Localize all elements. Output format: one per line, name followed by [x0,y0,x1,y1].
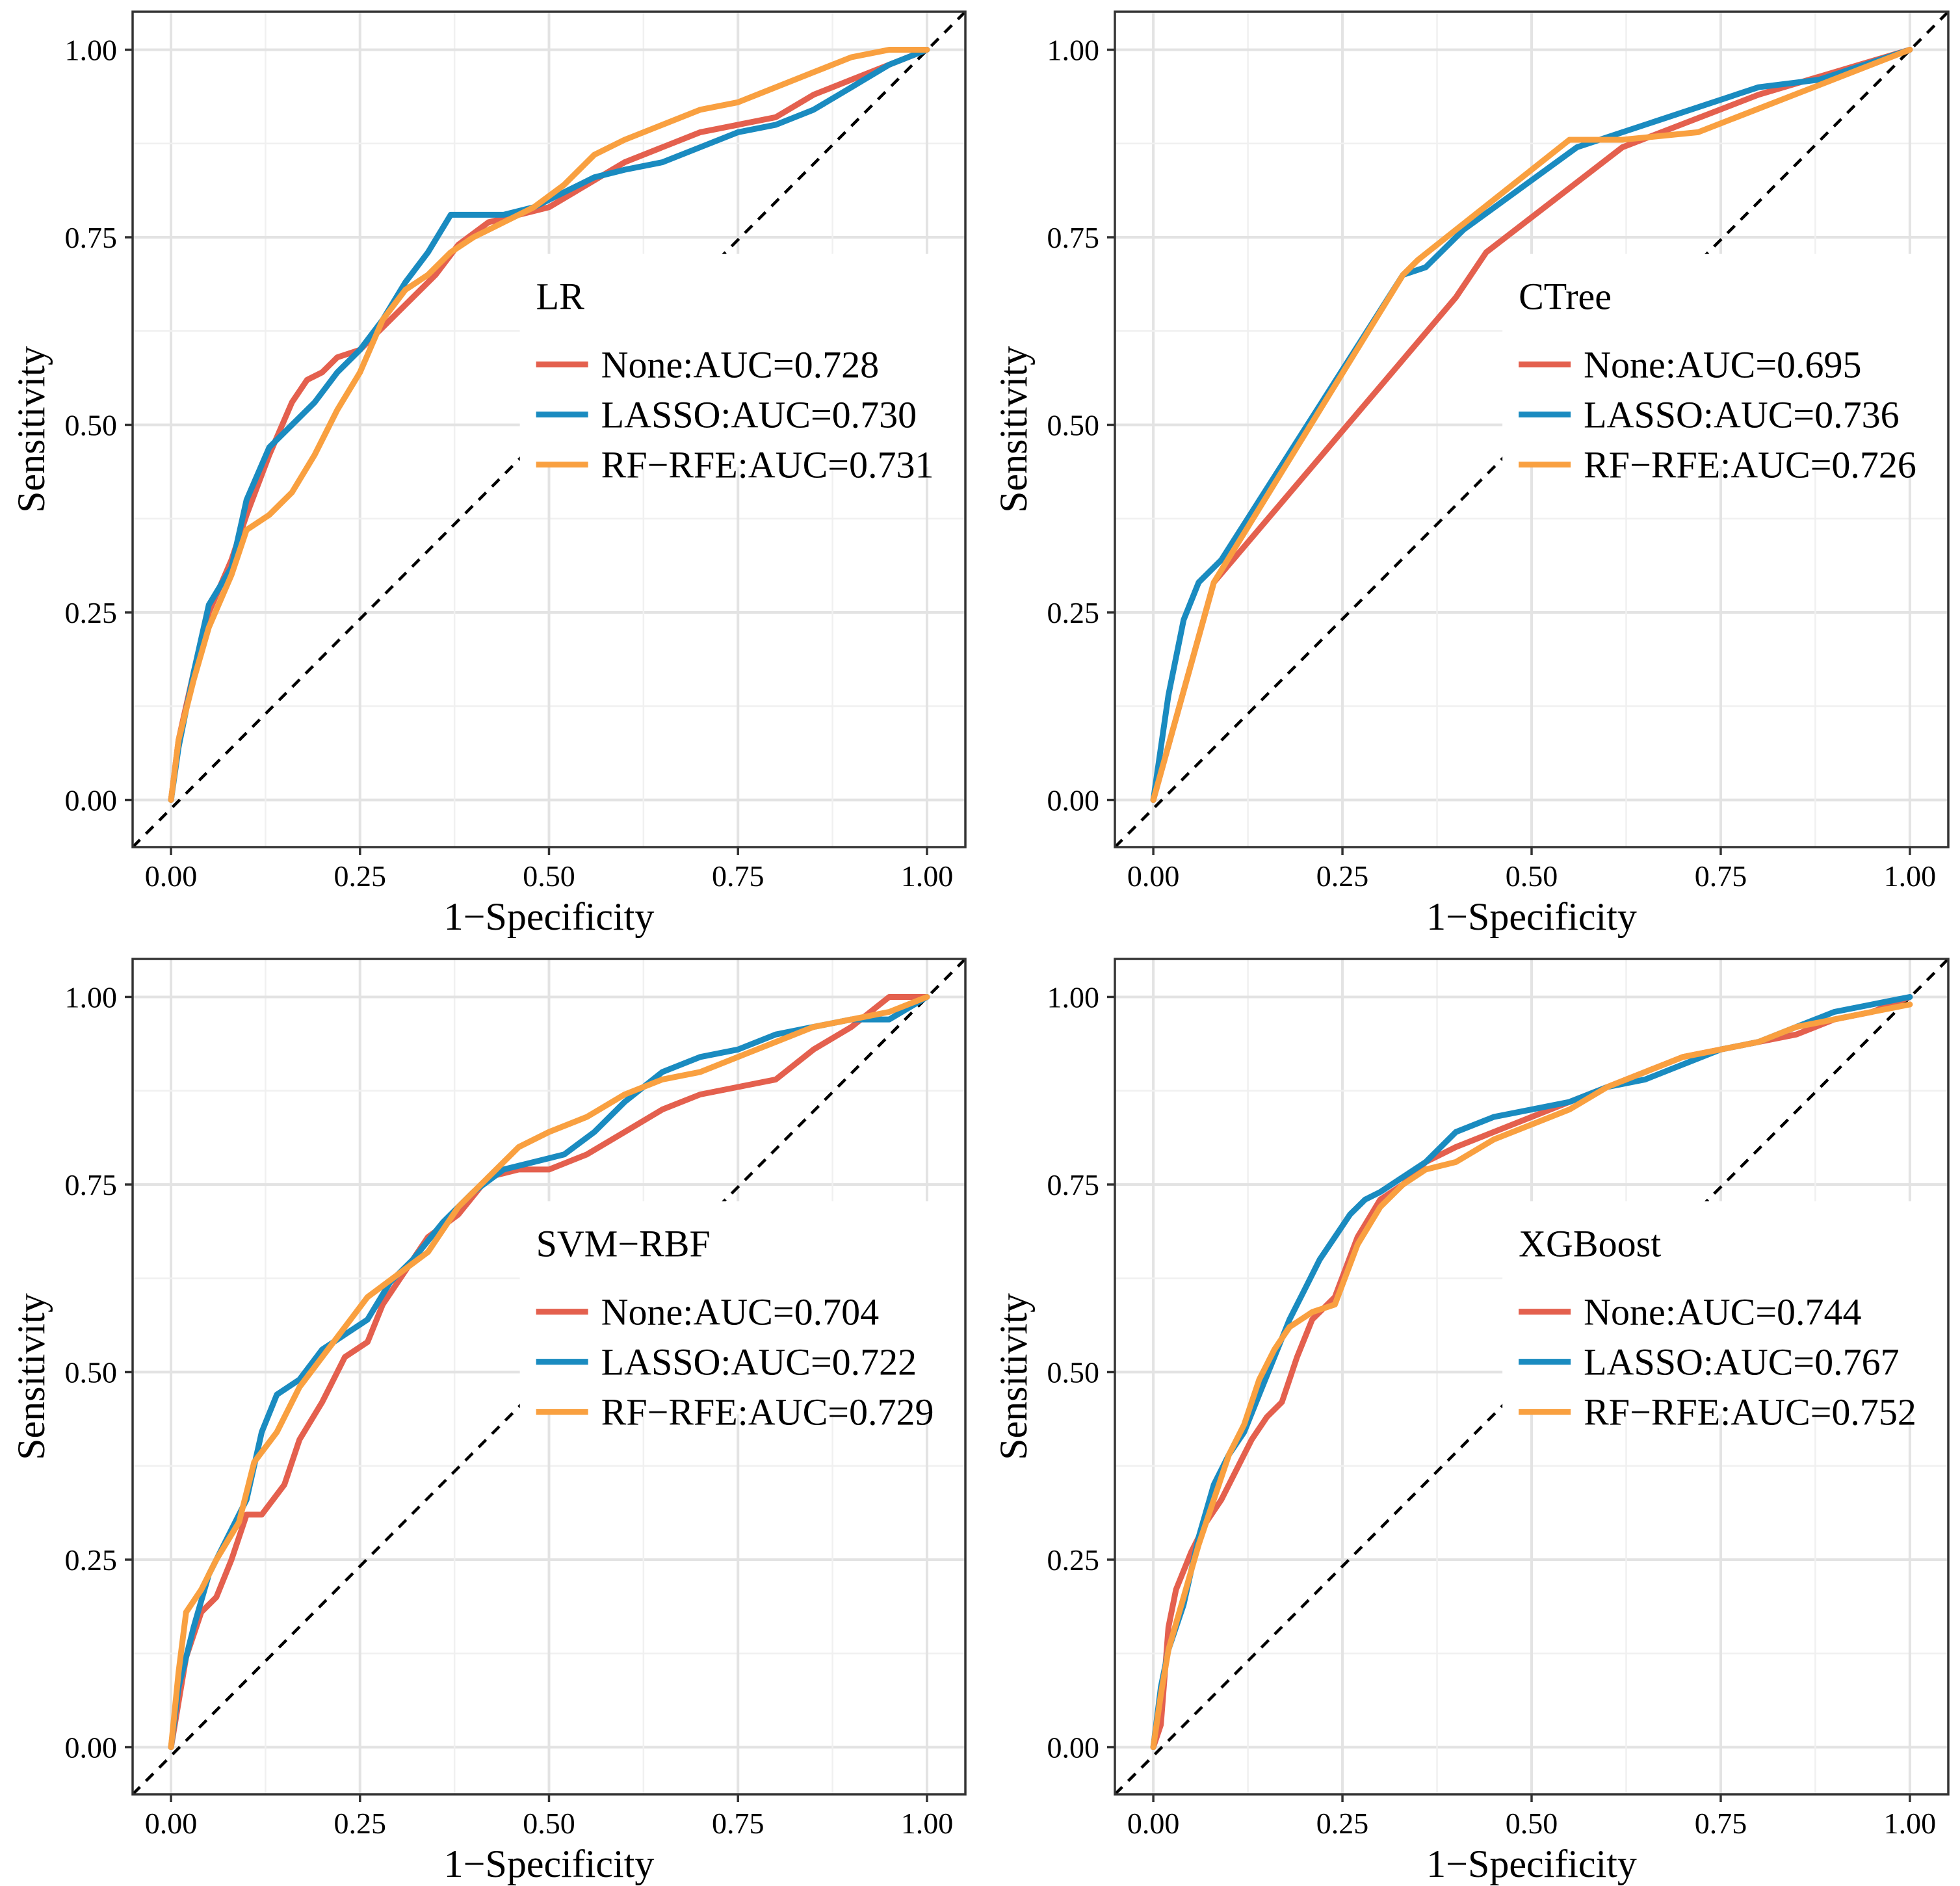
panel-svm-rbf: SVM−RBF None:AUC=0.704 LASSO:AUC=0.722 RF−R… [10,958,970,1885]
x-tick-label: 0.75 [1695,859,1747,893]
legend: XGBoost None:AUC=0.744 LASSO:AUC=0.767 RF−R… [1502,1201,1953,1434]
y-tick-label: 0.75 [65,221,118,254]
y-tick-label: 1.00 [1047,980,1100,1014]
axis-ticks: 0.00 0.25 0.50 0.75 1.00 0.00 0.25 0.50 0.75 1.00 [65,33,954,893]
x-tick-label: 0.50 [523,1807,575,1840]
x-tick-label: 0.25 [334,859,387,893]
panel-xgboost: XGBoost None:AUC=0.744 LASSO:AUC=0.767 RF−R… [992,958,1953,1885]
y-tick-label: 0.50 [65,1356,118,1389]
x-axis-label: 1−Specificity [444,895,655,938]
y-tick-label: 1.00 [65,33,118,66]
legend-entry-label: None:AUC=0.695 [1584,344,1861,386]
legend-entry-label: RF−RFE:AUC=0.729 [601,1391,934,1434]
axis-ticks: 0.00 0.25 0.50 0.75 1.00 0.00 0.25 0.50 0.75 1.00 [65,980,954,1840]
y-tick-label: 0.25 [1047,596,1100,629]
y-axis-label: Sensitivity [992,1293,1035,1460]
y-tick-label: 0.75 [65,1168,118,1201]
x-axis-label: 1−Specificity [1426,895,1637,938]
axis-ticks: 0.00 0.25 0.50 0.75 1.00 0.00 0.25 0.50 0.75 1.00 [1047,33,1937,893]
roc-curve-rf-rfe [168,994,930,1750]
x-tick-label: 0.50 [1506,859,1558,893]
legend-entry-label: None:AUC=0.728 [601,344,879,386]
legend-entry-label: LASSO:AUC=0.722 [601,1341,917,1383]
legend: LR None:AUC=0.728 LASSO:AUC=0.730 RF−RFE:AU… [519,254,970,486]
legend-title: LR [536,276,584,318]
x-tick-label: 0.75 [1695,1807,1747,1840]
x-tick-label: 0.00 [1127,859,1180,893]
legend-entry-label: None:AUC=0.704 [601,1291,879,1333]
roc-curve-lasso [168,47,930,803]
y-tick-label: 0.75 [1047,1168,1100,1201]
roc-curve-rf-rfe [1150,1001,1913,1750]
y-tick-label: 0.75 [1047,221,1100,254]
x-tick-label: 0.25 [1316,1807,1369,1840]
x-tick-label: 0.25 [1316,859,1369,893]
y-axis-label: Sensitivity [992,346,1035,513]
legend-entry-label: RF−RFE:AUC=0.731 [601,444,934,486]
legend-background [1502,1201,1953,1415]
y-tick-label: 0.25 [65,1543,118,1577]
x-axis-label: 1−Specificity [1426,1842,1637,1885]
y-axis-label: Sensitivity [10,346,53,513]
x-tick-label: 1.00 [1884,859,1937,893]
panel-lr: LR None:AUC=0.728 LASSO:AUC=0.730 RF−RFE:AU… [10,10,970,938]
y-tick-label: 0.50 [1047,408,1100,441]
legend-entry-label: RF−RFE:AUC=0.726 [1584,444,1916,486]
y-tick-label: 0.50 [1047,1356,1100,1389]
x-axis-label: 1−Specificity [444,1842,655,1885]
grid [133,959,965,1794]
legend-background [519,254,970,467]
x-tick-label: 1.00 [901,859,954,893]
y-tick-label: 0.00 [1047,784,1100,817]
x-tick-label: 0.50 [1506,1807,1558,1840]
roc-curve-rf-rfe [1150,47,1913,803]
roc-curve-rf-rfe [168,47,930,803]
x-tick-label: 0.50 [523,859,575,893]
legend-entry-label: None:AUC=0.744 [1584,1291,1861,1333]
y-tick-label: 1.00 [1047,33,1100,66]
legend: SVM−RBF None:AUC=0.704 LASSO:AUC=0.722 RF−R… [519,1201,970,1434]
legend-entry-label: RF−RFE:AUC=0.752 [1584,1391,1916,1434]
legend-background [519,1201,970,1415]
x-tick-label: 1.00 [1884,1807,1937,1840]
y-tick-label: 1.00 [65,980,118,1014]
legend-title: XGBoost [1519,1223,1661,1265]
legend-entry-label: LASSO:AUC=0.730 [601,394,917,436]
axis-ticks: 0.00 0.25 0.50 0.75 1.00 0.00 0.25 0.50 0.75 1.00 [1047,980,1937,1840]
legend: CTree None:AUC=0.695 LASSO:AUC=0.736 RF−RFE… [1502,254,1953,486]
y-tick-label: 0.00 [65,784,118,817]
y-tick-label: 0.50 [65,408,118,441]
legend-title: CTree [1519,276,1612,318]
y-tick-label: 0.25 [1047,1543,1100,1577]
y-tick-label: 0.00 [65,1731,118,1764]
y-tick-label: 0.00 [1047,1731,1100,1764]
legend-background [1502,254,1953,467]
panel-ctree: CTree None:AUC=0.695 LASSO:AUC=0.736 RF−RFE… [992,10,1953,938]
roc-curve-lasso [1150,47,1913,803]
legend-entry-label: LASSO:AUC=0.736 [1584,394,1900,436]
legend-title: SVM−RBF [536,1223,711,1265]
x-tick-label: 0.75 [712,1807,764,1840]
y-axis-label: Sensitivity [10,1293,53,1460]
x-tick-label: 0.00 [1127,1807,1180,1840]
x-tick-label: 0.00 [145,859,198,893]
x-tick-label: 0.00 [145,1807,198,1840]
x-tick-label: 0.75 [712,859,764,893]
y-tick-label: 0.25 [65,596,118,629]
legend-entry-label: LASSO:AUC=0.767 [1584,1341,1900,1383]
x-tick-label: 1.00 [901,1807,954,1840]
x-tick-label: 0.25 [334,1807,387,1840]
